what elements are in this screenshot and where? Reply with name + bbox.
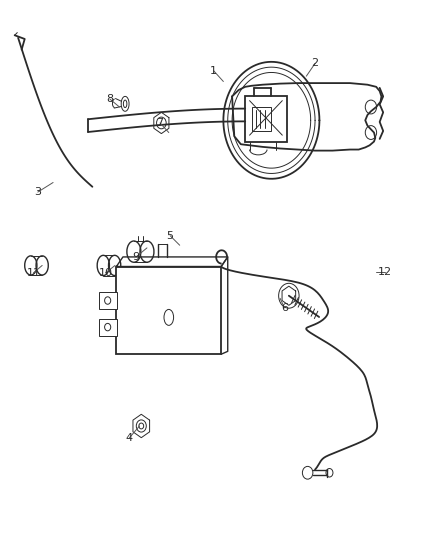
Bar [99, 319, 117, 336]
Text: 10: 10 [99, 268, 113, 278]
Text: 11: 11 [26, 268, 40, 278]
Ellipse shape [164, 309, 173, 325]
Text: 5: 5 [166, 231, 173, 241]
Text: 9: 9 [132, 252, 140, 262]
Text: 4: 4 [126, 433, 133, 443]
Text: 12: 12 [378, 267, 392, 277]
Bar [99, 292, 117, 309]
Text: 6: 6 [281, 303, 288, 313]
Bar [117, 266, 221, 354]
Text: 3: 3 [34, 187, 41, 197]
Bar [252, 107, 272, 131]
Text: 7: 7 [156, 118, 164, 128]
Bar [245, 96, 287, 142]
Text: 2: 2 [311, 59, 318, 68]
Text: 8: 8 [106, 94, 113, 104]
Text: 1: 1 [210, 66, 217, 76]
